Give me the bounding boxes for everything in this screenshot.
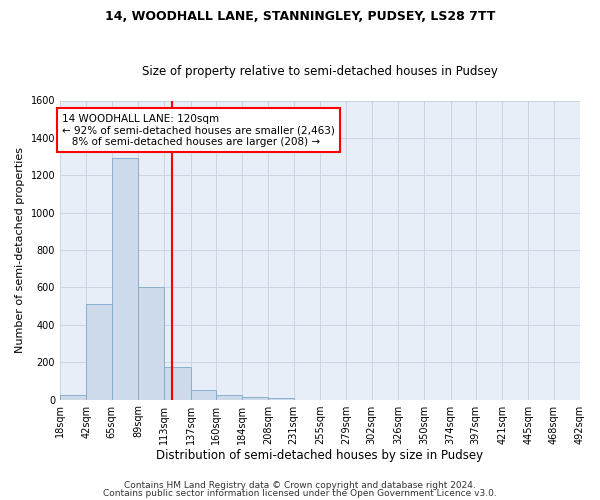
Bar <box>191 390 216 400</box>
Text: 14 WOODHALL LANE: 120sqm
← 92% of semi-detached houses are smaller (2,463)
   8%: 14 WOODHALL LANE: 120sqm ← 92% of semi-d… <box>62 114 335 147</box>
Y-axis label: Number of semi-detached properties: Number of semi-detached properties <box>15 147 25 353</box>
Bar <box>216 395 242 400</box>
Bar <box>112 158 138 400</box>
Title: Size of property relative to semi-detached houses in Pudsey: Size of property relative to semi-detach… <box>142 66 498 78</box>
Bar <box>138 288 164 400</box>
Bar <box>164 367 191 400</box>
Bar <box>60 395 86 400</box>
X-axis label: Distribution of semi-detached houses by size in Pudsey: Distribution of semi-detached houses by … <box>157 450 484 462</box>
Bar <box>242 397 268 400</box>
Text: Contains public sector information licensed under the Open Government Licence v3: Contains public sector information licen… <box>103 488 497 498</box>
Bar <box>268 398 293 400</box>
Text: Contains HM Land Registry data © Crown copyright and database right 2024.: Contains HM Land Registry data © Crown c… <box>124 481 476 490</box>
Text: 14, WOODHALL LANE, STANNINGLEY, PUDSEY, LS28 7TT: 14, WOODHALL LANE, STANNINGLEY, PUDSEY, … <box>105 10 495 23</box>
Bar <box>86 304 112 400</box>
